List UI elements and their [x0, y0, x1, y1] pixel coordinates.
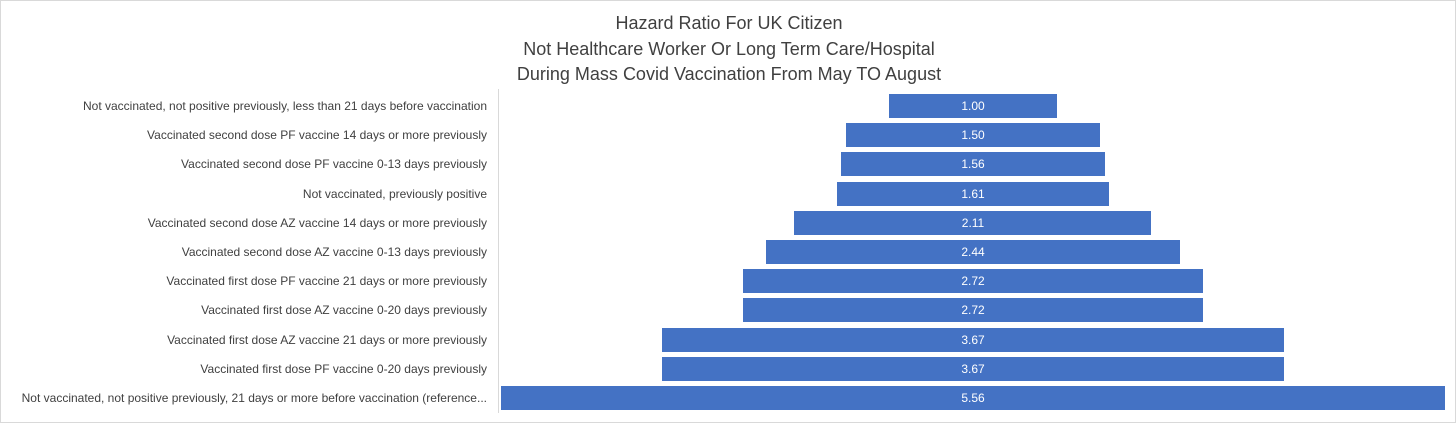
- chart-title-line-1: Hazard Ratio For UK Citizen: [615, 13, 843, 33]
- bar: [500, 385, 1446, 411]
- category-label: Vaccinated first dose AZ vaccine 21 days…: [167, 332, 487, 347]
- category-label: Vaccinated first dose AZ vaccine 0-20 da…: [201, 303, 487, 318]
- bar-value-label: 1.00: [961, 99, 985, 113]
- bar: [660, 355, 1286, 382]
- bar-value-label: 2.11: [961, 215, 985, 230]
- bar: [765, 239, 1181, 265]
- bar: [741, 297, 1205, 324]
- bar: [793, 209, 1153, 236]
- category-label: Not vaccinated, not positive previously,…: [82, 99, 487, 113]
- category-label: Not vaccinated, not positive previously,…: [21, 391, 487, 405]
- bar: [836, 180, 1110, 207]
- chart-title-line-3: During Mass Covid Vaccination From May T…: [516, 64, 942, 84]
- bar: [660, 326, 1286, 353]
- category-label: Vaccinated first dose PF vaccine 21 days…: [166, 274, 487, 289]
- category-label: Vaccinated second dose PF vaccine 14 day…: [147, 128, 487, 143]
- bar: [840, 151, 1106, 178]
- bar-value-label: 1.56: [961, 157, 985, 172]
- category-label: Not vaccinated, previously positive: [302, 186, 487, 201]
- bar-value-label: 2.72: [961, 274, 985, 289]
- category-label: Vaccinated second dose AZ vaccine 0-13 d…: [181, 245, 487, 259]
- chart-title-line-2: Not Healthcare Worker Or Long Term Care/…: [523, 39, 935, 59]
- category-label: Vaccinated second dose AZ vaccine 14 day…: [147, 215, 487, 230]
- bar: [887, 93, 1059, 119]
- category-label: Vaccinated second dose PF vaccine 0-13 d…: [181, 157, 487, 172]
- bar-value-label: 5.56: [961, 391, 985, 405]
- bar: [845, 122, 1101, 149]
- bar-value-label: 1.61: [961, 186, 985, 201]
- bar-value-label: 3.67: [961, 361, 985, 376]
- bar: [741, 268, 1205, 295]
- bar-value-label: 3.67: [961, 332, 985, 347]
- category-axis-line: [498, 89, 499, 413]
- bar-value-label: 2.72: [961, 303, 985, 318]
- category-label: Vaccinated first dose PF vaccine 0-20 da…: [200, 361, 487, 376]
- bar-value-label: 1.50: [961, 128, 985, 143]
- bar-value-label: 2.44: [961, 245, 985, 259]
